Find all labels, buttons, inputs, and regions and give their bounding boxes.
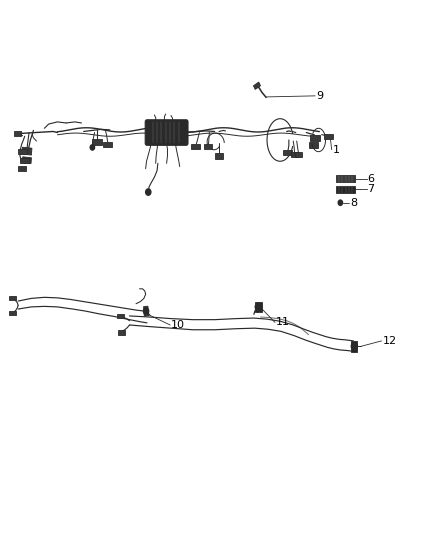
Bar xyxy=(191,144,200,149)
Bar xyxy=(254,82,261,90)
Bar xyxy=(255,302,262,312)
Bar xyxy=(118,330,125,335)
Bar xyxy=(117,314,124,318)
Bar xyxy=(22,147,32,155)
Circle shape xyxy=(90,145,95,150)
Bar xyxy=(215,154,223,159)
Text: 1: 1 xyxy=(332,144,339,155)
Bar xyxy=(20,158,28,163)
Bar xyxy=(294,152,302,157)
Bar xyxy=(18,149,27,155)
Text: 9: 9 xyxy=(316,91,323,101)
Text: 8: 8 xyxy=(350,198,357,208)
Circle shape xyxy=(255,303,261,311)
Bar xyxy=(10,311,16,315)
Circle shape xyxy=(338,200,343,205)
Text: 10: 10 xyxy=(171,320,185,330)
Text: 11: 11 xyxy=(276,317,290,327)
Bar xyxy=(290,152,298,157)
Bar xyxy=(10,296,16,300)
Bar xyxy=(351,341,357,352)
Bar xyxy=(310,135,320,141)
Bar xyxy=(308,142,318,148)
Bar xyxy=(103,142,112,147)
Circle shape xyxy=(144,308,149,314)
Text: 6: 6 xyxy=(367,174,374,184)
Circle shape xyxy=(146,189,151,195)
Bar xyxy=(22,157,32,164)
Bar xyxy=(92,139,102,145)
Bar xyxy=(18,166,25,171)
Bar xyxy=(283,150,292,156)
Circle shape xyxy=(351,343,357,350)
Bar xyxy=(336,186,355,193)
Text: 7: 7 xyxy=(367,184,374,195)
Text: 12: 12 xyxy=(383,336,397,346)
Bar xyxy=(144,306,148,316)
Bar xyxy=(336,175,355,182)
FancyBboxPatch shape xyxy=(145,120,188,146)
Bar xyxy=(324,134,332,139)
Bar xyxy=(14,132,21,136)
Bar xyxy=(204,144,212,149)
